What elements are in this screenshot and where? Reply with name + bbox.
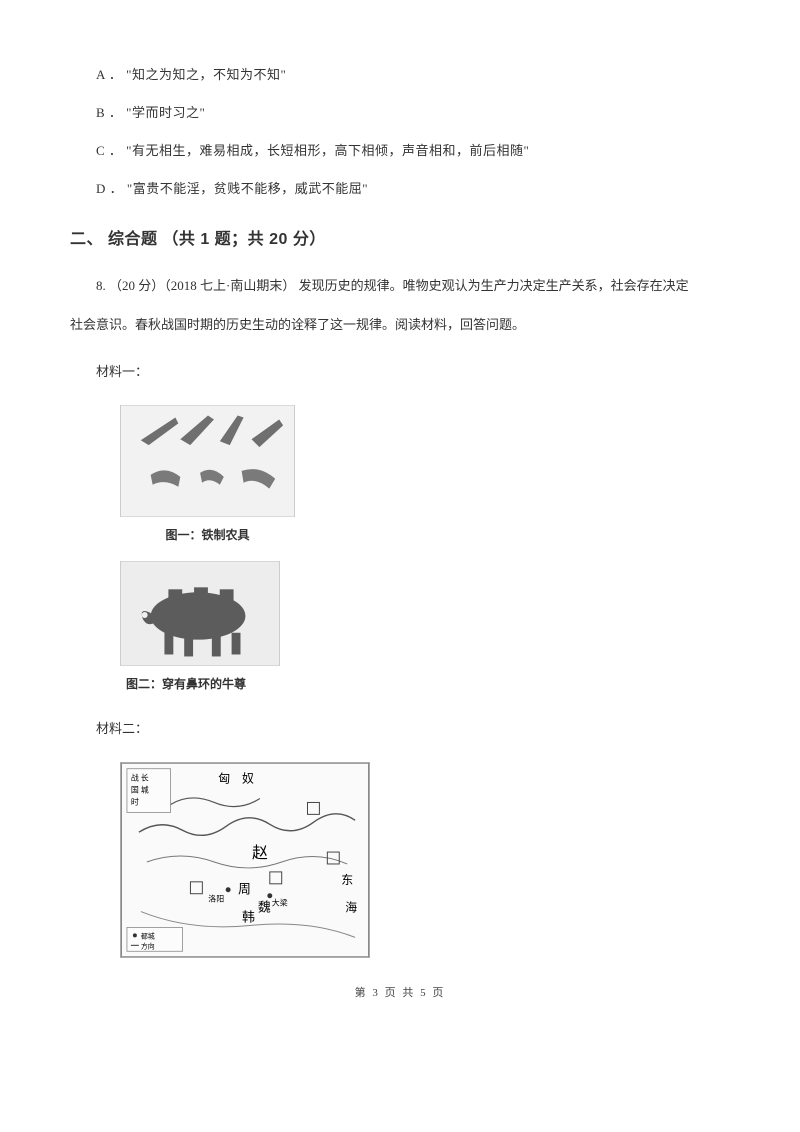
figure-1-block: 图一：铁制农具 图二：穿有鼻环的牛尊 [120,405,730,696]
option-c: C ． "有无相生，难易相成，长短相形，高下相倾，声音相和，前后相随" [70,138,730,164]
map-label-luoyang: 洛阳 [208,894,224,904]
figure-3-map: 战 长 国 城 时 匈 奴 赵 周 魏 韩 洛阳 大梁 东 海 都城 方向 [120,762,370,958]
ox-zun-drawing [121,561,279,666]
map-label-xiongnu: 匈 奴 [218,772,254,786]
map-legend-capital: 都城 [141,933,155,941]
page-footer: 第 3 页 共 5 页 [70,982,730,1004]
map-label-zhou: 周 [238,883,251,897]
question-8-line-1: 8. （20 分）（2018 七上·南山期末） 发现历史的规律。唯物史观认为生产… [70,272,730,301]
figure-2-caption: 图二：穿有鼻环的牛尊 [120,672,295,696]
map-legend-line-c: 时 [131,797,139,807]
iron-tools-drawing [121,405,294,517]
map-label-hai: 海 [345,901,357,915]
map-label-wei: 魏 [258,901,271,915]
material-2-label: 材料二： [70,716,730,742]
figure-1-image [120,405,295,517]
option-b: B ． "学而时习之" [70,100,730,126]
map-legend-line-b: 国 城 [131,786,149,795]
map-label-dong: 东 [341,873,353,887]
map-legend-line-a: 战 长 [131,773,149,783]
option-a: A ． "知之为知之，不知为不知" [70,62,730,88]
option-d: D ． "富贵不能淫，贫贱不能移，威武不能屈" [70,176,730,202]
map-legend-arrow: 方向 [141,941,155,950]
question-8-line-2: 社会意识。春秋战国时期的历史生动的诠释了这一规律。阅读材料，回答问题。 [70,311,730,340]
warring-states-map-drawing: 战 长 国 城 时 匈 奴 赵 周 魏 韩 洛阳 大梁 东 海 都城 方向 [121,762,369,958]
figure-1-caption: 图一：铁制农具 [120,523,295,547]
map-label-zhao: 赵 [252,844,268,862]
map-label-daliang: 大梁 [272,898,288,908]
section-2-title: 二、 综合题 （共 1 题；共 20 分） [70,224,730,256]
figure-2-image [120,561,280,666]
map-label-han: 韩 [242,911,255,925]
material-1-label: 材料一： [70,359,730,385]
